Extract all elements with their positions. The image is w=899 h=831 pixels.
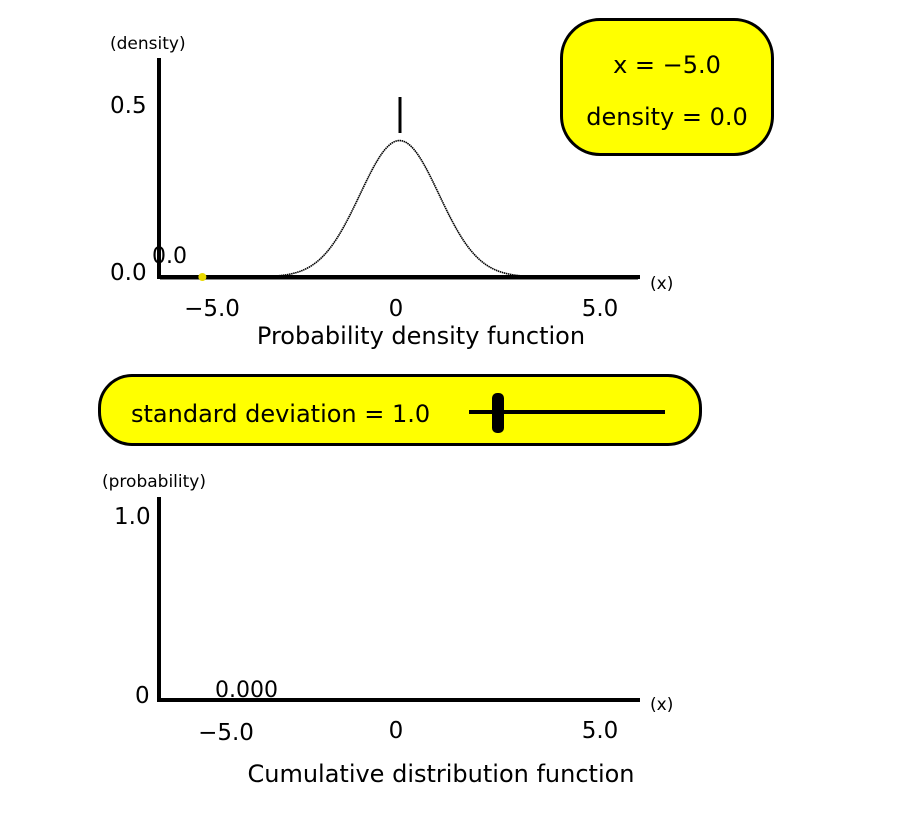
pdf-x-tick-0: 0 bbox=[389, 296, 404, 322]
pdf-cursor-value: 0.0 bbox=[152, 244, 187, 269]
pdf-x-tick-neg5: −5.0 bbox=[184, 296, 240, 322]
cdf-x-tick-5: 5.0 bbox=[582, 718, 619, 744]
pdf-curve bbox=[159, 139, 640, 278]
cdf-cursor-value: 0.000 bbox=[215, 678, 278, 703]
std-slider-thumb[interactable] bbox=[492, 393, 505, 433]
cdf-y-tick-top: 1.0 bbox=[114, 504, 151, 530]
pdf-y-tick-top: 0.5 bbox=[110, 93, 147, 119]
pdf-cursor-point[interactable] bbox=[198, 273, 207, 281]
pdf-title: Probability density function bbox=[257, 322, 585, 350]
std-slider-label: standard deviation = 1.0 bbox=[131, 400, 431, 428]
pdf-x-tick-5: 5.0 bbox=[582, 296, 619, 322]
readout-box: x = −5.0 density = 0.0 bbox=[560, 18, 774, 156]
std-slider-panel: standard deviation = 1.0 bbox=[98, 374, 702, 446]
cdf-y-tick-bottom: 0 bbox=[135, 683, 150, 709]
std-slider-track[interactable] bbox=[469, 410, 665, 414]
cdf-xlabel: (x) bbox=[650, 695, 673, 715]
cdf-title: Cumulative distribution function bbox=[247, 760, 634, 788]
pdf-chart: (density) 0.5 0.0 −5.0 0 5.0 (x) Probabi… bbox=[110, 34, 673, 350]
pdf-y-tick-bottom: 0.0 bbox=[110, 260, 147, 286]
density-readout: density = 0.0 bbox=[586, 103, 748, 131]
cdf-ylabel: (probability) bbox=[102, 472, 206, 492]
x-readout: x = −5.0 bbox=[613, 51, 721, 79]
cdf-x-tick-0: 0 bbox=[389, 718, 404, 744]
cdf-x-tick-neg5: −5.0 bbox=[198, 720, 254, 746]
pdf-ylabel: (density) bbox=[110, 34, 186, 54]
pdf-xlabel: (x) bbox=[650, 274, 673, 294]
cdf-chart: (probability) 1.0 0 −5.0 0 5.0 (x) Cumul… bbox=[102, 472, 673, 788]
